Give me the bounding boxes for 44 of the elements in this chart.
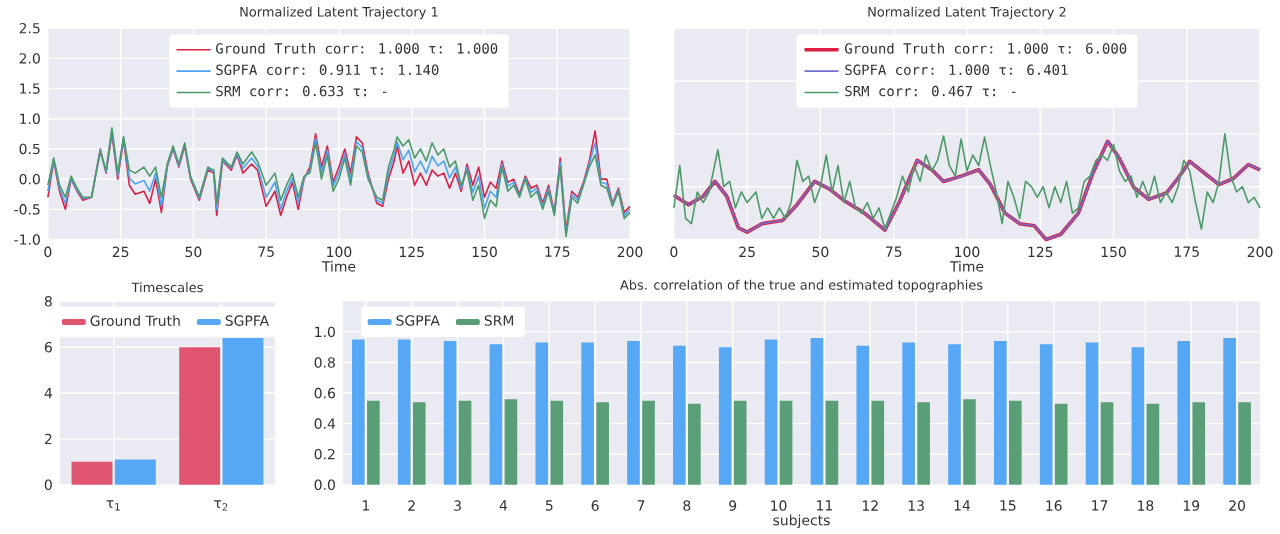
bar — [642, 400, 655, 485]
bar — [718, 346, 732, 485]
bar — [871, 400, 885, 485]
bar — [596, 401, 609, 485]
bar — [733, 400, 747, 485]
bar — [673, 345, 686, 485]
bar — [764, 339, 778, 485]
bar — [397, 339, 411, 485]
bar — [581, 342, 594, 485]
bar — [550, 400, 564, 485]
bar — [352, 339, 365, 485]
bar — [856, 345, 870, 485]
bar — [367, 400, 380, 485]
bar — [902, 342, 915, 485]
bar — [535, 342, 549, 485]
bar — [1100, 401, 1114, 485]
bar — [114, 459, 156, 485]
bar — [1054, 403, 1068, 485]
bar — [948, 343, 961, 485]
bar — [1223, 337, 1236, 485]
bar — [1146, 403, 1160, 485]
bar — [963, 398, 976, 485]
bar — [489, 343, 503, 485]
bar — [412, 401, 426, 485]
bar — [627, 340, 640, 485]
bar — [179, 346, 221, 485]
bar — [1009, 400, 1022, 485]
bar — [810, 337, 824, 485]
bar — [1192, 401, 1206, 485]
bar — [825, 400, 839, 485]
bar — [71, 461, 113, 485]
bar — [994, 340, 1007, 485]
bar — [443, 340, 457, 485]
bar — [1131, 346, 1145, 485]
bar — [458, 400, 472, 485]
bar — [504, 398, 518, 485]
bar — [688, 403, 701, 485]
bar — [1238, 401, 1251, 485]
bar — [222, 337, 264, 485]
bar — [1039, 343, 1053, 485]
bar — [917, 401, 930, 485]
bar — [1085, 342, 1099, 485]
bar — [779, 400, 793, 485]
bar — [1177, 340, 1191, 485]
